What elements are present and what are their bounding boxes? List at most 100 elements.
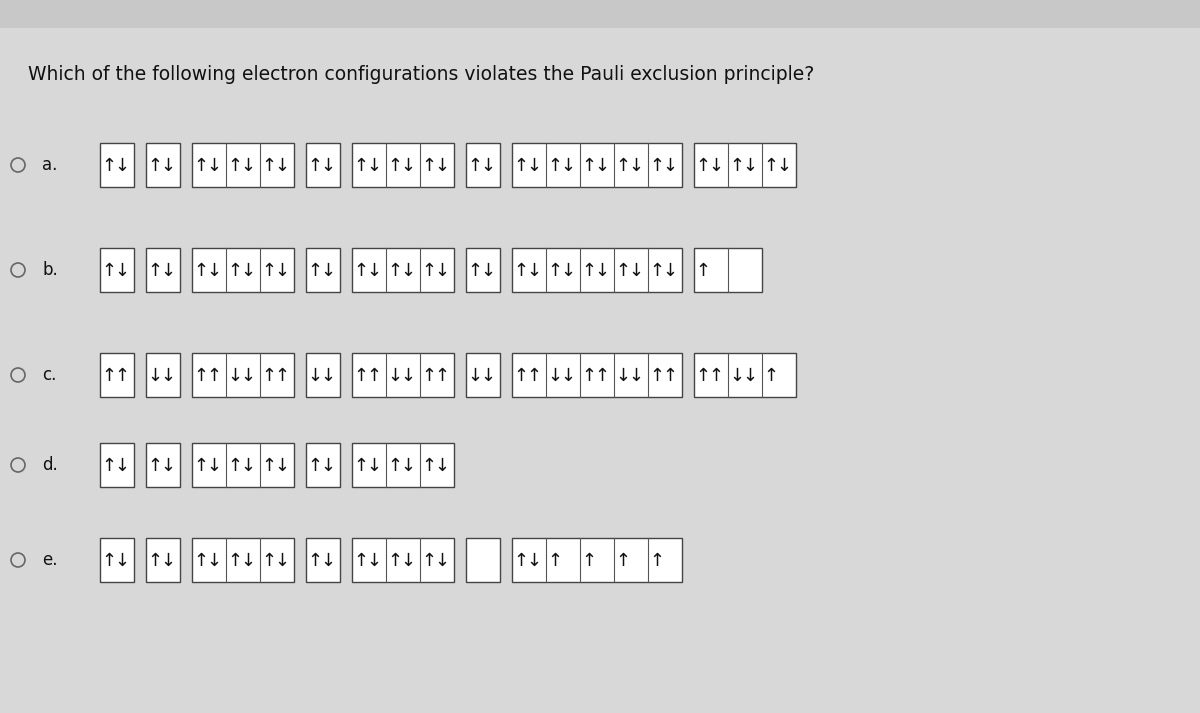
Bar: [466, 143, 500, 187]
Text: ↓: ↓: [320, 262, 336, 280]
Bar: [100, 443, 134, 487]
Text: ↓: ↓: [629, 367, 643, 385]
Text: ↑: ↑: [101, 157, 116, 175]
Text: ↓: ↓: [161, 552, 175, 570]
Text: ↓: ↓: [366, 262, 382, 280]
Text: ↓: ↓: [708, 157, 724, 175]
Text: ↓: ↓: [547, 367, 562, 385]
Bar: [352, 248, 454, 292]
Text: ↓: ↓: [594, 157, 610, 175]
Bar: [192, 248, 294, 292]
Text: ↑: ↑: [193, 262, 208, 280]
Text: ↑: ↑: [695, 262, 710, 280]
Text: ↓: ↓: [480, 157, 496, 175]
Text: ↑: ↑: [193, 367, 208, 385]
Text: ↑: ↑: [547, 157, 562, 175]
Bar: [466, 538, 500, 582]
Text: ↑: ↑: [708, 367, 724, 385]
Bar: [694, 353, 796, 397]
Text: ↓: ↓: [386, 367, 402, 385]
Text: ↓: ↓: [227, 367, 242, 385]
Text: ↓: ↓: [307, 367, 322, 385]
Text: ↓: ↓: [776, 157, 792, 175]
Text: ↓: ↓: [275, 552, 289, 570]
Text: ↑: ↑: [227, 457, 242, 475]
Text: ↓: ↓: [114, 262, 130, 280]
Text: ↓: ↓: [560, 157, 576, 175]
Text: ↑: ↑: [101, 457, 116, 475]
Text: ↑: ↑: [353, 157, 368, 175]
Text: ↓: ↓: [240, 552, 256, 570]
Text: ↓: ↓: [743, 367, 757, 385]
Text: ↑: ↑: [547, 262, 562, 280]
Text: ↑: ↑: [695, 157, 710, 175]
Text: e.: e.: [42, 551, 58, 569]
Text: ↑: ↑: [662, 367, 678, 385]
Text: ↓: ↓: [161, 262, 175, 280]
Text: ↑: ↑: [193, 457, 208, 475]
Text: ↑: ↑: [512, 262, 528, 280]
Text: ↑: ↑: [353, 367, 368, 385]
Text: ↓: ↓: [366, 552, 382, 570]
Text: ↓: ↓: [467, 367, 482, 385]
Text: ↓: ↓: [206, 157, 222, 175]
Text: ↑: ↑: [581, 552, 596, 570]
Text: ↑: ↑: [728, 157, 744, 175]
Bar: [512, 353, 682, 397]
Text: ↑: ↑: [307, 552, 322, 570]
Text: ↑: ↑: [353, 552, 368, 570]
Bar: [100, 538, 134, 582]
Text: ↓: ↓: [161, 367, 175, 385]
Text: ↑: ↑: [260, 552, 276, 570]
Text: ↑: ↑: [512, 552, 528, 570]
Bar: [146, 538, 180, 582]
Text: ↓: ↓: [560, 367, 576, 385]
Text: ↓: ↓: [662, 157, 678, 175]
Text: ↓: ↓: [240, 157, 256, 175]
Bar: [192, 443, 294, 487]
Bar: [146, 443, 180, 487]
Text: ↑: ↑: [614, 157, 630, 175]
Text: b.: b.: [42, 261, 58, 279]
Text: ↓: ↓: [206, 457, 222, 475]
Text: ↑: ↑: [421, 157, 436, 175]
Text: ↓: ↓: [320, 367, 336, 385]
Text: Which of the following electron configurations violates the Pauli exclusion prin: Which of the following electron configur…: [28, 65, 815, 84]
Text: ↑: ↑: [467, 157, 482, 175]
Text: ↓: ↓: [275, 157, 289, 175]
Text: ↓: ↓: [114, 457, 130, 475]
Text: d.: d.: [42, 456, 58, 474]
Text: ↑: ↑: [614, 262, 630, 280]
Bar: [0, 0, 1200, 28]
Bar: [352, 143, 454, 187]
Text: ↑: ↑: [353, 262, 368, 280]
Text: ↓: ↓: [366, 157, 382, 175]
Text: ↓: ↓: [728, 367, 744, 385]
Text: ↓: ↓: [114, 157, 130, 175]
Text: ↑: ↑: [114, 367, 130, 385]
Text: ↓: ↓: [743, 157, 757, 175]
Bar: [100, 143, 134, 187]
Text: ↓: ↓: [527, 552, 541, 570]
Text: ↑: ↑: [763, 157, 778, 175]
Text: ↑: ↑: [581, 367, 596, 385]
Text: ↑: ↑: [227, 262, 242, 280]
Bar: [512, 143, 682, 187]
Text: ↑: ↑: [434, 367, 450, 385]
Text: ↑: ↑: [307, 157, 322, 175]
Bar: [694, 143, 796, 187]
Bar: [306, 353, 340, 397]
Text: ↓: ↓: [401, 367, 415, 385]
Text: ↓: ↓: [527, 262, 541, 280]
Text: ↑: ↑: [260, 262, 276, 280]
Text: ↑: ↑: [101, 552, 116, 570]
Bar: [100, 353, 134, 397]
Bar: [306, 248, 340, 292]
Text: ↓: ↓: [560, 262, 576, 280]
Text: ↑: ↑: [227, 157, 242, 175]
Bar: [352, 538, 454, 582]
Bar: [146, 353, 180, 397]
Text: ↑: ↑: [146, 552, 162, 570]
Text: ↑: ↑: [193, 552, 208, 570]
Text: ↑: ↑: [695, 367, 710, 385]
